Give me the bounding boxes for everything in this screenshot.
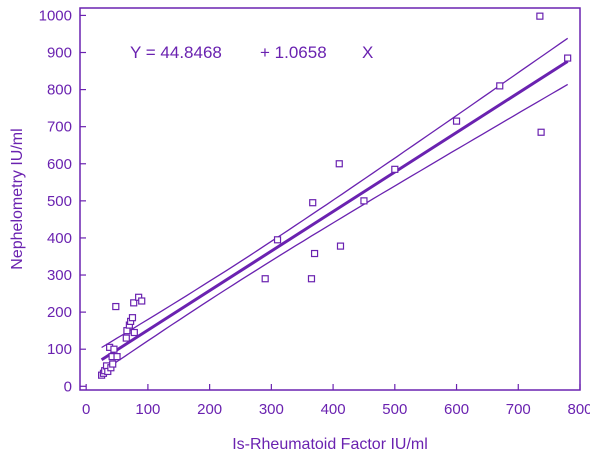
y-axis: 0 100 200 300 400 500 600 700 800 900 1000 bbox=[39, 7, 86, 395]
y-tick-label: 900 bbox=[47, 45, 72, 62]
data-points bbox=[98, 12, 572, 379]
y-tick-label: 800 bbox=[47, 82, 72, 99]
data-point bbox=[496, 82, 504, 90]
y-tick-label: 200 bbox=[47, 304, 72, 321]
y-tick-label: 400 bbox=[47, 230, 72, 247]
data-point bbox=[360, 197, 368, 205]
data-point bbox=[335, 160, 343, 168]
y-tick-label: 300 bbox=[47, 267, 72, 284]
y-tick-label: 500 bbox=[47, 193, 72, 210]
data-point bbox=[336, 242, 345, 250]
x-tick-label: 0 bbox=[82, 401, 90, 418]
plot-frame bbox=[79, 7, 581, 391]
y-tick-label: 1000 bbox=[39, 7, 72, 24]
y-tick-label: 0 bbox=[64, 378, 72, 395]
data-point bbox=[310, 249, 319, 258]
confidence-bands bbox=[101, 37, 569, 373]
x-tick-label: 700 bbox=[506, 401, 531, 418]
data-point bbox=[391, 165, 399, 173]
x-tick-label: 200 bbox=[197, 401, 222, 418]
regression-line bbox=[100, 60, 569, 362]
data-point bbox=[261, 275, 269, 283]
data-point bbox=[112, 302, 120, 311]
x-tick-label: 800 bbox=[567, 401, 590, 418]
data-point bbox=[452, 117, 461, 125]
x-tick-label: 600 bbox=[444, 401, 469, 418]
lower-confidence-line bbox=[101, 83, 569, 373]
equation-plus: + 1.0658 bbox=[260, 43, 327, 62]
data-point bbox=[273, 236, 282, 244]
data-point bbox=[138, 297, 146, 305]
data-point bbox=[130, 299, 138, 307]
data-point bbox=[109, 360, 117, 368]
upper-confidence-line bbox=[101, 37, 569, 349]
y-tick-label: 700 bbox=[47, 119, 72, 136]
data-point bbox=[113, 353, 121, 361]
y-tick-label: 600 bbox=[47, 156, 72, 173]
x-tick-label: 500 bbox=[382, 401, 407, 418]
data-point bbox=[537, 128, 545, 136]
x-axis-title: Is-Rheumatoid Factor IU/ml bbox=[232, 436, 428, 453]
data-point bbox=[307, 275, 316, 283]
y-axis-title: Nephelometry IU/ml bbox=[9, 128, 26, 269]
equation-lhs: Y = 44.8468 bbox=[130, 43, 222, 62]
x-tick-label: 400 bbox=[321, 401, 346, 418]
data-point bbox=[128, 314, 137, 322]
x-tick-label: 100 bbox=[135, 401, 160, 418]
equation-x: X bbox=[362, 43, 373, 62]
data-point bbox=[110, 345, 118, 353]
x-tick-label: 300 bbox=[259, 401, 284, 418]
data-point bbox=[309, 199, 317, 207]
x-axis: 0 100 200 300 400 500 600 700 800 bbox=[82, 384, 590, 418]
data-point bbox=[122, 334, 130, 342]
data-point bbox=[130, 328, 138, 337]
data-point bbox=[564, 54, 572, 62]
y-tick-label: 100 bbox=[47, 341, 72, 358]
data-point bbox=[536, 12, 544, 20]
